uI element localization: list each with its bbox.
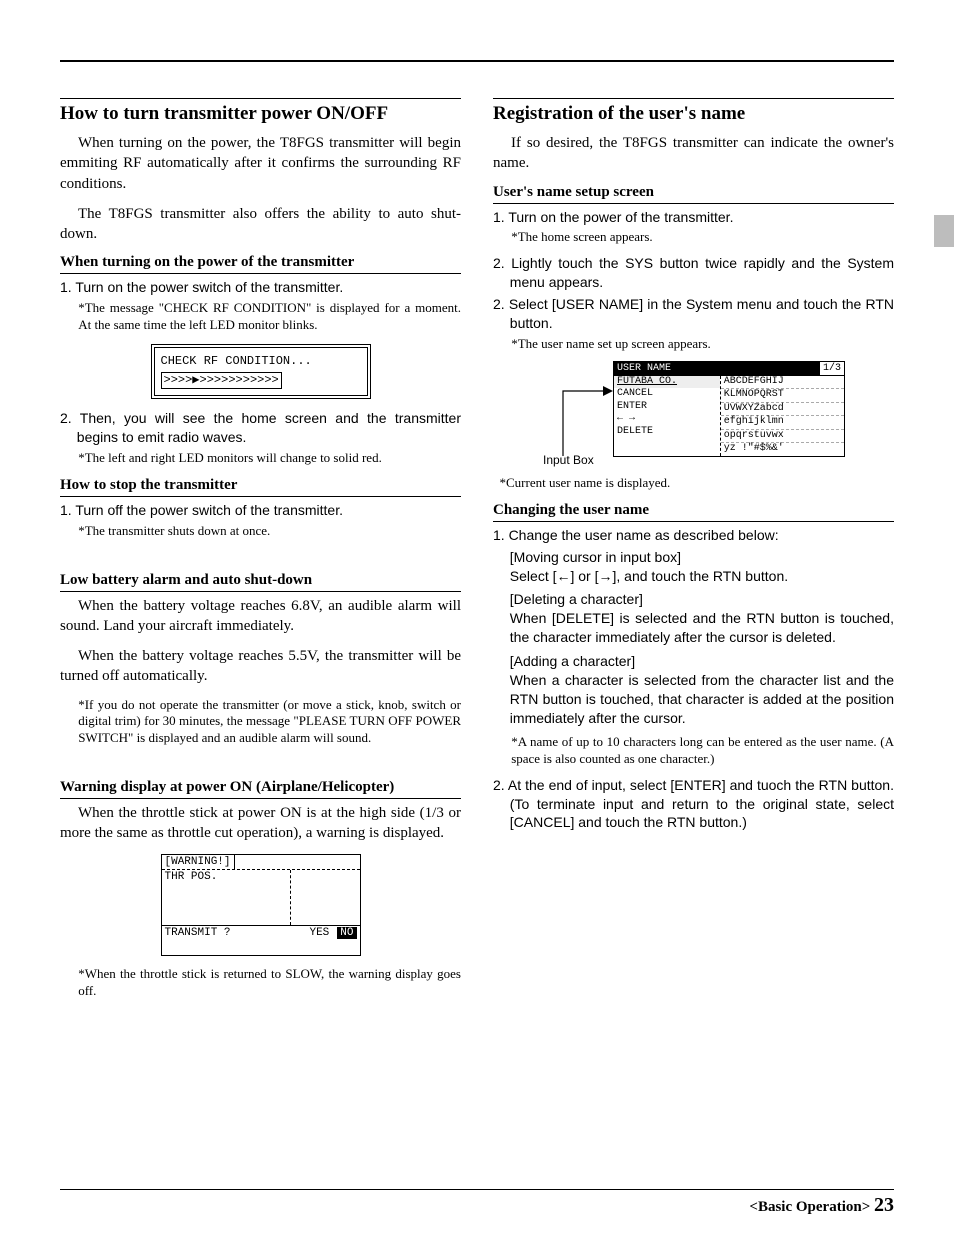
sub-label: [Adding a character] [510, 653, 894, 669]
right-column: Registration of the user's name If so de… [493, 98, 894, 1008]
two-column-layout: How to turn transmitter power ON/OFF Whe… [60, 98, 894, 1008]
lcd-line: CHECK RF CONDITION... [161, 354, 361, 370]
footer-page-number: 23 [874, 1194, 894, 1216]
lcd-transmit-question: TRANSMIT ? [165, 927, 302, 939]
sub-body: Select [←] or [→], and touch the RTN but… [510, 567, 894, 586]
lcd-menu-column: FUTABA CO. CANCEL ENTER ← → DELETE [614, 376, 721, 456]
note-text: *The left and right LED monitors will ch… [78, 450, 461, 467]
note-text: *The home screen appears. [511, 229, 894, 246]
subheading-changing-name: Changing the user name [493, 502, 894, 522]
lcd-page-indicator: 1/3 [819, 362, 844, 375]
lcd-char-row: ABCDEFGHIJ [721, 376, 844, 390]
paragraph: When the throttle stick at power ON is a… [60, 803, 461, 844]
lcd-char-grid: ABCDEFGHIJ KLMNOPQRST UVWXYZabcd efghijk… [721, 376, 844, 456]
subheading-low-battery: Low battery alarm and auto shut-down [60, 572, 461, 592]
paragraph: When the battery voltage reaches 6.8V, a… [60, 596, 461, 637]
lcd-progress-bar: >>>>▶>>>>>>>>>>> [161, 372, 282, 390]
lcd-menu-item: ← → [614, 413, 720, 426]
subheading-warning-display: Warning display at power ON (Airplane/He… [60, 779, 461, 799]
lcd-char-row: yz !"#$%&' [721, 443, 844, 456]
paragraph: When the battery voltage reaches 5.5V, t… [60, 646, 461, 687]
lcd-menu-item: ENTER [614, 401, 720, 414]
paragraph: When turning on the power, the T8FGS tra… [60, 133, 461, 194]
page: How to turn transmitter power ON/OFF Whe… [0, 0, 954, 1251]
step-item: 1. Turn off the power switch of the tran… [60, 501, 461, 520]
callout-label: Input Box [543, 453, 594, 467]
lcd-warning-body: THR POS. [162, 870, 292, 925]
username-lcd-figure: USER NAME 1/3 FUTABA CO. CANCEL ENTER ← … [493, 361, 894, 471]
paragraph: If so desired, the T8FGS transmitter can… [493, 133, 894, 174]
subheading-setup-screen: User's name setup screen [493, 184, 894, 204]
step-item: 2. Lightly touch the SYS button twice ra… [493, 254, 894, 292]
heading-power-onoff: How to turn transmitter power ON/OFF [60, 98, 461, 125]
sub-label: [Deleting a character] [510, 591, 894, 607]
lcd-menu-item: DELETE [614, 426, 720, 439]
lcd-no-option: NO [337, 927, 356, 939]
note-text: *A name of up to 10 characters long can … [511, 734, 894, 768]
sub-body: When [DELETE] is selected and the RTN bu… [510, 609, 894, 647]
step-item: 1. Change the user name as described bel… [493, 526, 894, 545]
note-text: *If you do not operate the transmitter (… [78, 697, 461, 748]
note-text: *The message "CHECK RF CONDITION" is dis… [78, 300, 461, 334]
step-item: 2. Then, you will see the home screen an… [60, 409, 461, 447]
note-text: *Current user name is displayed. [500, 475, 895, 492]
note-text: *The transmitter shuts down at once. [78, 523, 461, 540]
left-column: How to turn transmitter power ON/OFF Whe… [60, 98, 461, 1008]
note-text: *The user name set up screen appears. [511, 336, 894, 353]
subheading-turning-on: When turning on the power of the transmi… [60, 254, 461, 274]
section-tab [934, 215, 954, 247]
lcd-yes-option: YES [309, 927, 329, 939]
lcd-check-rf-figure: CHECK RF CONDITION... >>>>▶>>>>>>>>>>> [151, 344, 371, 399]
subheading-stop-transmitter: How to stop the transmitter [60, 477, 461, 497]
step-item: 2. Select [USER NAME] in the System menu… [493, 295, 894, 333]
lcd-char-row: UVWXYZabcd [721, 403, 844, 417]
lcd-char-row: opqrstuvwx [721, 430, 844, 444]
footer-section-label: <Basic Operation> [749, 1199, 870, 1215]
step-item: 1. Turn on the power switch of the trans… [60, 278, 461, 297]
sub-body: When a character is selected from the ch… [510, 671, 894, 728]
note-text: *When the throttle stick is returned to … [78, 966, 461, 1000]
lcd-warning-figure: [WARNING!] THR POS. TRANSMIT ? YES NO [161, 854, 361, 956]
lcd-char-row: KLMNOPQRST [721, 389, 844, 403]
page-footer: <Basic Operation> 23 [60, 1189, 894, 1217]
step-item: 2. At the end of input, select [ENTER] a… [493, 776, 894, 833]
paragraph: The T8FGS transmitter also offers the ab… [60, 204, 461, 245]
lcd-title: USER NAME [614, 362, 819, 375]
lcd-current-name: FUTABA CO. [614, 376, 720, 389]
lcd-menu-item: CANCEL [614, 388, 720, 401]
lcd-char-row: efghijklmn [721, 416, 844, 430]
lcd-warning-title: [WARNING!] [162, 855, 235, 869]
username-lcd: USER NAME 1/3 FUTABA CO. CANCEL ENTER ← … [613, 361, 845, 457]
sub-label: [Moving cursor in input box] [510, 549, 894, 565]
top-rule [60, 60, 894, 62]
heading-registration: Registration of the user's name [493, 98, 894, 125]
step-item: 1. Turn on the power of the transmitter. [493, 208, 894, 227]
